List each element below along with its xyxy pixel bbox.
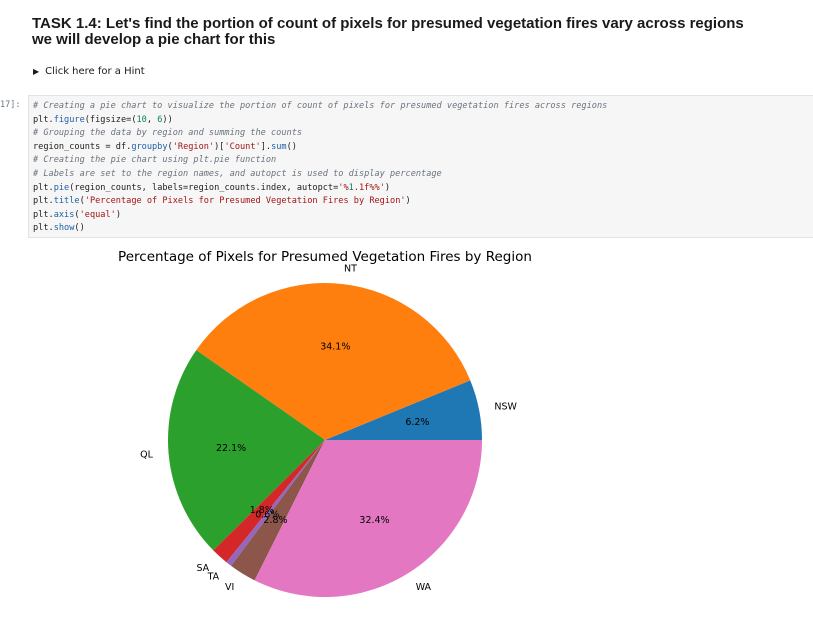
pie-chart: Percentage of Pixels for Presumed Vegeta… — [118, 249, 532, 597]
code-line: # Grouping the data by region and summin… — [33, 128, 303, 139]
category-label-vi: VI — [225, 582, 234, 593]
pct-label-sa: 1.8% — [250, 505, 274, 516]
cell-prompt: 17]: — [0, 100, 21, 110]
task-heading: TASK 1.4: Let's find the portion of coun… — [32, 16, 744, 48]
code-line: # Creating the pie chart using plt.pie f… — [33, 155, 277, 166]
category-label-sa: SA — [196, 563, 209, 574]
code-line: plt.show() — [33, 223, 85, 234]
pct-label-nt: 34.1% — [320, 341, 350, 352]
code-line: # Creating a pie chart to visualize the … — [33, 101, 608, 111]
pie-slice-wa — [254, 440, 482, 597]
code-cell[interactable]: # Creating a pie chart to visualize the … — [28, 95, 813, 238]
code-line: plt.figure(figsize=(10, 6)) — [33, 114, 173, 125]
pct-label-ql: 22.1% — [216, 443, 246, 454]
pie-slice-sa — [213, 440, 325, 563]
hint-label: Click here for a Hint — [45, 66, 145, 77]
chart-title: Percentage of Pixels for Presumed Vegeta… — [118, 249, 532, 265]
pie-slice-nt — [196, 282, 471, 440]
category-label-nsw: NSW — [494, 402, 517, 413]
pct-label-wa: 32.4% — [359, 515, 389, 526]
category-label-wa: WA — [416, 582, 432, 593]
pie-slice-ta — [226, 440, 325, 566]
cell-output: Percentage of Pixels for Presumed Vegeta… — [0, 240, 813, 628]
hint-toggle[interactable]: ▶ Click here for a Hint — [33, 66, 145, 77]
code-line: region_counts = df.groupby('Region')['Co… — [33, 141, 297, 152]
task-heading-line1: TASK 1.4: Let's find the portion of coun… — [32, 15, 744, 32]
pct-label-nsw: 6.2% — [405, 417, 429, 428]
code-line: plt.axis('equal') — [33, 209, 121, 220]
code-line: plt.title('Percentage of Pixels for Pres… — [33, 196, 411, 207]
category-label-nt: NT — [344, 263, 357, 274]
pie-slice-ql — [168, 350, 325, 551]
task-heading-line2: we will develop a pie chart for this — [32, 31, 276, 48]
triangle-right-icon: ▶ — [33, 67, 40, 76]
code-line: # Labels are set to the region names, an… — [33, 168, 442, 179]
pct-label-vi: 2.8% — [263, 515, 287, 526]
category-label-ta: TA — [207, 572, 220, 583]
pie-slice-nsw — [325, 380, 482, 440]
code-line: plt.pie(region_counts, labels=region_cou… — [33, 182, 391, 193]
category-label-ql: QL — [140, 450, 153, 461]
pct-label-ta: 0.6% — [255, 509, 279, 520]
pie-slice-vi — [231, 440, 325, 581]
